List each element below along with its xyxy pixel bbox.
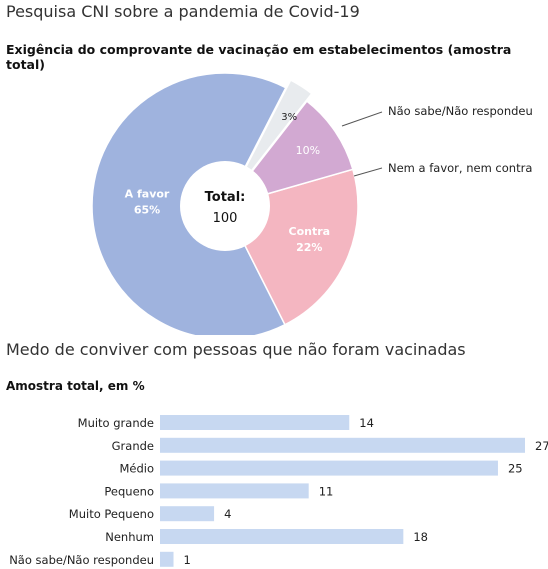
pie-external-label-nem-a-favor: Nem a favor, nem contra <box>388 161 532 175</box>
leader-line-nao-sabe <box>341 111 383 127</box>
pie-center-hole <box>180 161 270 251</box>
bar-value-label-nao-sabe-nao-respondeu: 1 <box>184 553 191 567</box>
bar-value-label-muito-grande: 14 <box>359 416 374 430</box>
pie-chart-subtitle: Exigência do comprovante de vacinação em… <box>6 42 512 72</box>
pie-chart: Total: 100 A favor 65% Contra 22% 10% 3% Não sab… <box>91 72 533 335</box>
pie-label-a-favor: A favor <box>125 188 170 201</box>
bar-muito-pequeno <box>160 506 215 522</box>
bar-value-label-pequeno: 11 <box>319 484 334 498</box>
pie-label-contra: Contra <box>289 225 331 238</box>
bar-muito-grande <box>160 415 350 430</box>
pie-value-nem-a-favor: 10% <box>296 144 320 157</box>
bar-category-label-pequeno: Pequeno <box>104 484 154 498</box>
bar-value-label-grande: 27 <box>535 439 548 453</box>
bar-nenhum <box>160 529 404 544</box>
bar-value-label-medio: 25 <box>508 462 523 476</box>
pie-center-label: Total: <box>205 190 246 205</box>
bar-category-label-nao-sabe-nao-respondeu: Não sabe/Não respondeu <box>9 553 154 567</box>
pie-external-label-nao-sabe: Não sabe/Não respondeu <box>388 104 533 118</box>
pie-value-a-favor: 65% <box>134 204 160 217</box>
bar-medio <box>160 460 498 476</box>
bar-chart-subtitle: Amostra total, em % <box>6 379 145 393</box>
pie-value-contra: 22% <box>296 241 322 254</box>
bar-chart-title: Medo de conviver com pessoas que não for… <box>6 340 466 359</box>
pie-value-nao-sabe: 3% <box>281 112 297 123</box>
bar-category-label-medio: Médio <box>119 462 154 476</box>
bar-value-label-nenhum: 18 <box>413 530 428 544</box>
leader-line-nem-a-favor <box>353 167 383 177</box>
bar-grande <box>160 437 525 453</box>
bar-category-label-grande: Grande <box>112 439 154 453</box>
bar-category-label-muito-pequeno: Muito Pequeno <box>69 507 154 521</box>
pie-center-value: 100 <box>213 211 238 226</box>
bar-category-label-nenhum: Nenhum <box>105 530 154 544</box>
page-title: Pesquisa CNI sobre a pandemia de Covid-1… <box>6 2 360 21</box>
bar-value-label-muito-pequeno: 4 <box>224 507 231 521</box>
bar-category-label-muito-grande: Muito grande <box>78 416 154 430</box>
bar-nao-sabe-nao-respondeu <box>160 551 174 567</box>
bar-pequeno <box>160 483 309 499</box>
